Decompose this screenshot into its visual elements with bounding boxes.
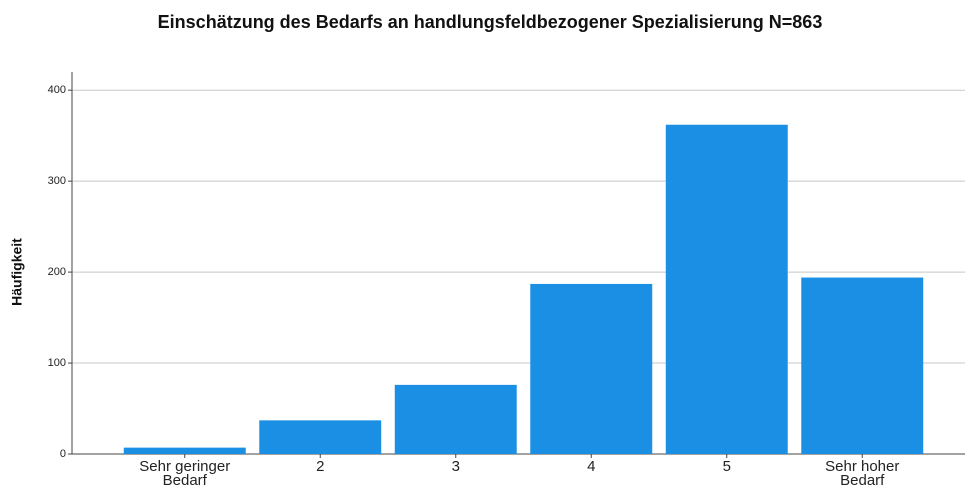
y-tick-label: 300	[48, 175, 66, 187]
y-tick-label: 200	[48, 266, 66, 278]
y-tick-label: 100	[48, 357, 66, 369]
y-tick-label: 400	[48, 84, 66, 96]
x-tick-label: Sehr hoher Bedarf	[825, 458, 900, 489]
y-tick-label: 0	[60, 448, 66, 460]
y-axis-label: Häufigkeit	[9, 238, 25, 306]
bar	[665, 124, 788, 454]
bar	[801, 277, 924, 454]
x-tick-label: 3	[451, 458, 460, 475]
x-tick-label: 4	[587, 458, 596, 475]
bar	[259, 420, 382, 454]
bar	[123, 447, 246, 454]
chart-title: Einschätzung des Bedarfs an handlungsfel…	[158, 12, 823, 32]
bar	[530, 283, 653, 454]
x-tick-label: 5	[722, 458, 731, 475]
bar	[394, 384, 517, 454]
x-tick-label: Sehr geringer Bedarf	[139, 458, 231, 489]
x-tick-label: 2	[316, 458, 325, 475]
